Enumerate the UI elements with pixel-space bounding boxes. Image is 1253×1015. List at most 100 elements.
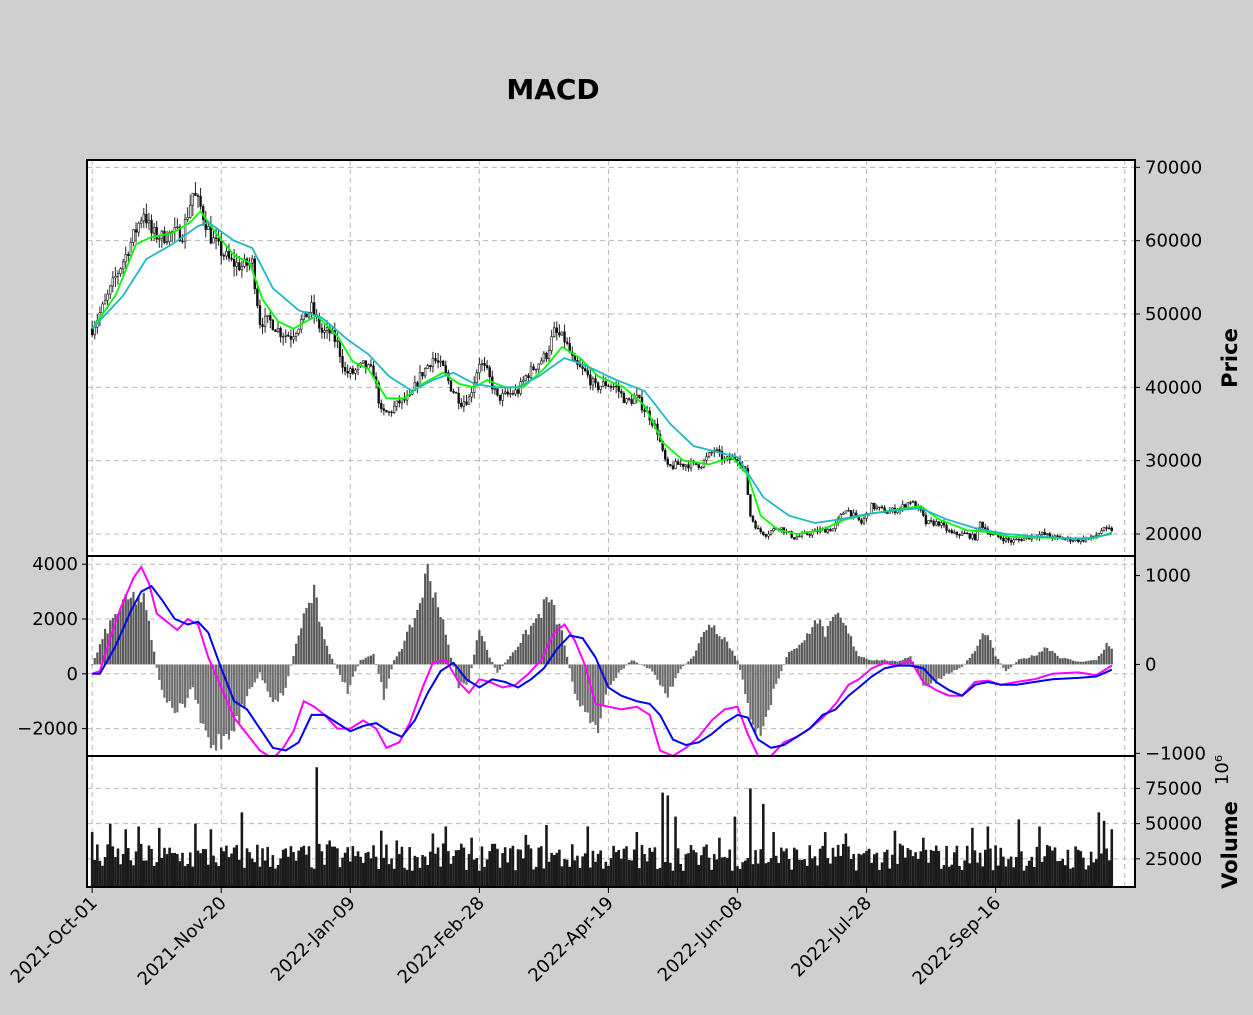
histogram-bar: [455, 664, 458, 678]
candle: [165, 230, 169, 246]
histogram-bar: [1077, 661, 1080, 665]
candle-body: [684, 464, 688, 467]
volume-bar: [826, 858, 830, 887]
histogram-bar: [989, 640, 992, 665]
volume-bar: [772, 832, 775, 887]
candle-body: [560, 331, 564, 336]
volume-bar: [754, 850, 757, 887]
histogram-bar: [387, 664, 391, 679]
volume-bar: [589, 867, 592, 887]
histogram-bar: [274, 664, 277, 700]
candle: [622, 391, 626, 404]
candle: [945, 522, 948, 534]
volume-bar: [101, 865, 104, 887]
volume-bar: [488, 851, 491, 887]
volume-bar: [741, 862, 744, 887]
volume-bar: [705, 844, 708, 887]
candle-body: [478, 364, 481, 374]
candle: [284, 329, 287, 344]
candle: [475, 369, 478, 385]
volume-bar: [945, 845, 948, 887]
histogram-bar: [462, 664, 465, 684]
volume-bar: [860, 854, 863, 887]
candle: [847, 507, 850, 512]
candle: [718, 445, 721, 457]
candle-body: [251, 258, 254, 264]
volume-bar: [1092, 862, 1095, 887]
volume-bar: [524, 834, 528, 887]
volume-bar: [697, 864, 701, 887]
volume-bar: [214, 862, 218, 887]
candle: [269, 308, 272, 329]
candle: [870, 502, 873, 514]
candle-body: [697, 464, 700, 468]
histogram-bar: [147, 620, 151, 665]
histogram-bar: [535, 618, 538, 665]
histogram-bar: [457, 664, 460, 689]
candle-body: [150, 219, 153, 234]
volume-bar: [506, 862, 510, 887]
candle-body: [718, 449, 721, 452]
histogram-bar: [749, 664, 752, 720]
histogram-bar: [955, 664, 958, 670]
histogram-bar: [346, 664, 349, 694]
candle-body: [238, 262, 241, 271]
candle: [323, 324, 326, 339]
candle-body: [602, 381, 605, 387]
histogram-bar: [718, 636, 721, 665]
candle: [547, 345, 551, 364]
candle: [462, 395, 466, 412]
volume-bar: [1094, 859, 1098, 887]
histogram-bar: [917, 664, 920, 674]
histogram-bar: [942, 664, 946, 677]
candle-body: [1002, 538, 1005, 542]
volume-bar: [601, 868, 605, 887]
candle: [627, 397, 631, 402]
volume-bar: [981, 866, 985, 887]
candle-body: [782, 527, 786, 533]
moving-average-line-2: [91, 221, 1112, 541]
histogram-bar: [292, 655, 295, 665]
volume-bar: [728, 849, 732, 887]
histogram-bar: [323, 639, 326, 665]
candle-body: [449, 380, 453, 392]
candle-body: [263, 315, 267, 327]
histogram-bar: [1056, 655, 1059, 665]
histogram-bar: [294, 643, 298, 665]
volume-bar: [780, 847, 783, 887]
histogram-bar: [991, 647, 995, 665]
candle: [826, 527, 830, 534]
volume-bar: [266, 846, 269, 887]
candle: [749, 494, 752, 518]
candle: [426, 363, 429, 369]
volume-bar: [666, 795, 670, 887]
volume-bar: [457, 850, 461, 887]
candle: [545, 351, 548, 363]
histogram-bar: [581, 664, 584, 706]
candle: [232, 248, 236, 277]
histogram-bar: [467, 664, 471, 683]
volume-bar: [1110, 829, 1114, 887]
candle: [1102, 526, 1106, 532]
candle: [529, 361, 533, 381]
volume-bar: [1105, 848, 1108, 887]
histogram-bar: [1061, 658, 1064, 665]
candle: [485, 360, 489, 370]
histogram-bar: [994, 656, 997, 665]
histogram-bar: [227, 664, 231, 740]
histogram-bar: [960, 664, 964, 667]
candle: [953, 529, 956, 534]
candle-body: [614, 385, 618, 388]
candle: [509, 387, 512, 398]
histogram-bar: [986, 635, 989, 665]
volume-bar: [320, 851, 324, 887]
candle: [452, 388, 455, 394]
volume-bar: [811, 858, 814, 887]
volume-bar: [994, 845, 997, 887]
volume-bar: [617, 849, 621, 887]
candle: [973, 532, 977, 541]
volume-bar: [1082, 857, 1085, 887]
candle: [862, 515, 866, 526]
volume-bar: [996, 865, 1000, 887]
volume-bar: [854, 870, 858, 887]
